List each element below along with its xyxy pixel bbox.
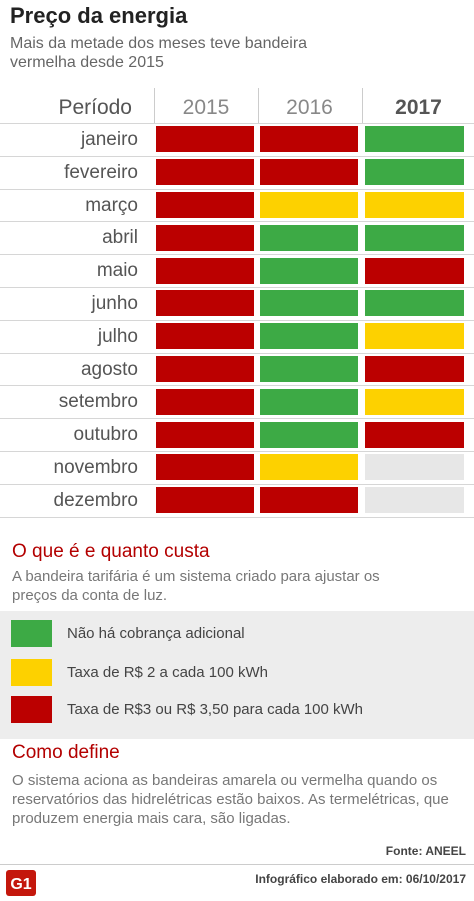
flag-cell-2015-junho <box>156 290 254 317</box>
flag-cell-2016-novembro <box>260 454 358 481</box>
row-divider <box>0 385 474 387</box>
flag-cell-2017-abril <box>365 224 464 251</box>
section-text-define: O sistema aciona as bandeiras amarela ou… <box>12 772 449 827</box>
row-divider <box>0 483 474 485</box>
flag-cell-2015-janeiro <box>156 126 254 153</box>
legend-label-green: Não há cobrança adicional <box>67 625 245 642</box>
month-label: março <box>85 194 138 216</box>
month-label: janeiro <box>80 129 138 150</box>
month-label: fevereiro <box>64 161 138 183</box>
year-header-2015: 2015 <box>182 96 230 119</box>
month-label: outubro <box>73 424 138 446</box>
row-divider <box>0 155 474 157</box>
legend-label-red: Taxa de R$3 ou R$ 3,50 para cada 100 kWh <box>67 701 364 718</box>
footer-divider <box>0 864 474 865</box>
flag-cell-2017-março <box>365 192 464 218</box>
flag-cell-2015-agosto <box>156 356 254 382</box>
flag-cell-2016-maio <box>260 257 358 284</box>
flag-cell-2017-julho <box>365 323 464 350</box>
section-heading-define: Como define <box>12 742 120 763</box>
flag-cell-2016-setembro <box>260 388 358 415</box>
row-divider <box>0 188 474 190</box>
flag-cell-2016-fevereiro <box>260 159 358 186</box>
month-label: agosto <box>80 358 138 380</box>
flag-table: janeiro fevereiro março abril maio junho julho… <box>0 123 474 523</box>
month-label: abril <box>102 227 138 249</box>
flag-cell-2015-setembro <box>156 388 254 415</box>
flag-cell-2017-dezembro <box>365 487 464 514</box>
legend-swatch-yellow <box>11 659 52 686</box>
row-divider <box>0 287 474 288</box>
flag-cell-2017-setembro <box>365 388 464 415</box>
row-divider <box>0 254 474 256</box>
flag-cell-2017-janeiro <box>365 126 464 153</box>
flag-cell-2016-janeiro <box>260 126 358 153</box>
flag-cell-2016-outubro <box>260 421 358 448</box>
flag-cell-2016-abril <box>260 224 358 251</box>
month-label: julho <box>97 325 138 347</box>
month-label: junho <box>91 293 139 314</box>
page-subtitle: Mais da metade dos meses teve bandeira v… <box>10 35 308 71</box>
row-divider <box>0 221 474 223</box>
legend: Não há cobrança adicional Taxa de R$ 2 a… <box>0 611 474 739</box>
credit-note: Infográfico elaborado em: 06/10/2017 <box>255 872 466 886</box>
section-heading-cost: O que é e quanto custa <box>12 541 210 562</box>
flag-cell-2015-março <box>156 192 254 218</box>
source-note: Fonte: ANEEL <box>385 844 466 858</box>
flag-cell-2015-fevereiro <box>156 159 254 186</box>
flag-cell-2017-fevereiro <box>365 159 464 186</box>
flag-cell-2017-outubro <box>365 421 464 448</box>
flag-cell-2015-dezembro <box>156 487 254 514</box>
month-label: maio <box>96 260 138 282</box>
flag-cell-2016-junho <box>260 290 358 317</box>
flag-cell-2015-abril <box>156 224 254 251</box>
g1-logo: G1 <box>6 870 36 896</box>
flag-cell-2015-maio <box>156 257 254 284</box>
legend-swatch-green <box>11 620 52 647</box>
svg-text:G1: G1 <box>10 876 31 893</box>
row-divider <box>0 516 474 518</box>
flag-cell-2016-agosto <box>260 356 358 382</box>
flag-cell-2016-dezembro <box>260 487 358 514</box>
row-divider <box>0 319 474 321</box>
section-text-cost: A bandeira tarifária é um sistema criado… <box>12 568 380 604</box>
flag-cell-2017-maio <box>365 257 464 284</box>
row-divider <box>0 123 474 124</box>
year-header-2016: 2016 <box>286 96 333 119</box>
flag-cell-2015-novembro <box>156 454 254 481</box>
legend-label-yellow: Taxa de R$ 2 a cada 100 kWh <box>67 664 268 681</box>
legend-swatch-red <box>11 696 52 723</box>
month-label: dezembro <box>53 489 139 511</box>
flag-cell-2015-julho <box>156 323 254 350</box>
row-divider <box>0 352 474 354</box>
flag-cell-2017-novembro <box>365 454 464 481</box>
flag-cell-2015-outubro <box>156 421 254 448</box>
flag-cell-2016-julho <box>260 323 358 350</box>
column-divider <box>258 88 259 124</box>
flag-cell-2017-agosto <box>365 356 464 382</box>
year-header-2017: 2017 <box>395 96 442 119</box>
flag-cell-2016-março <box>260 192 358 218</box>
row-divider <box>0 418 474 420</box>
column-divider <box>362 88 363 124</box>
row-divider <box>0 451 474 452</box>
column-divider <box>154 88 155 124</box>
month-label: setembro <box>58 391 138 413</box>
page-title: Preço da energia <box>10 3 188 28</box>
flag-cell-2017-junho <box>365 290 464 317</box>
period-header: Período <box>58 96 132 119</box>
month-label: novembro <box>53 457 139 478</box>
